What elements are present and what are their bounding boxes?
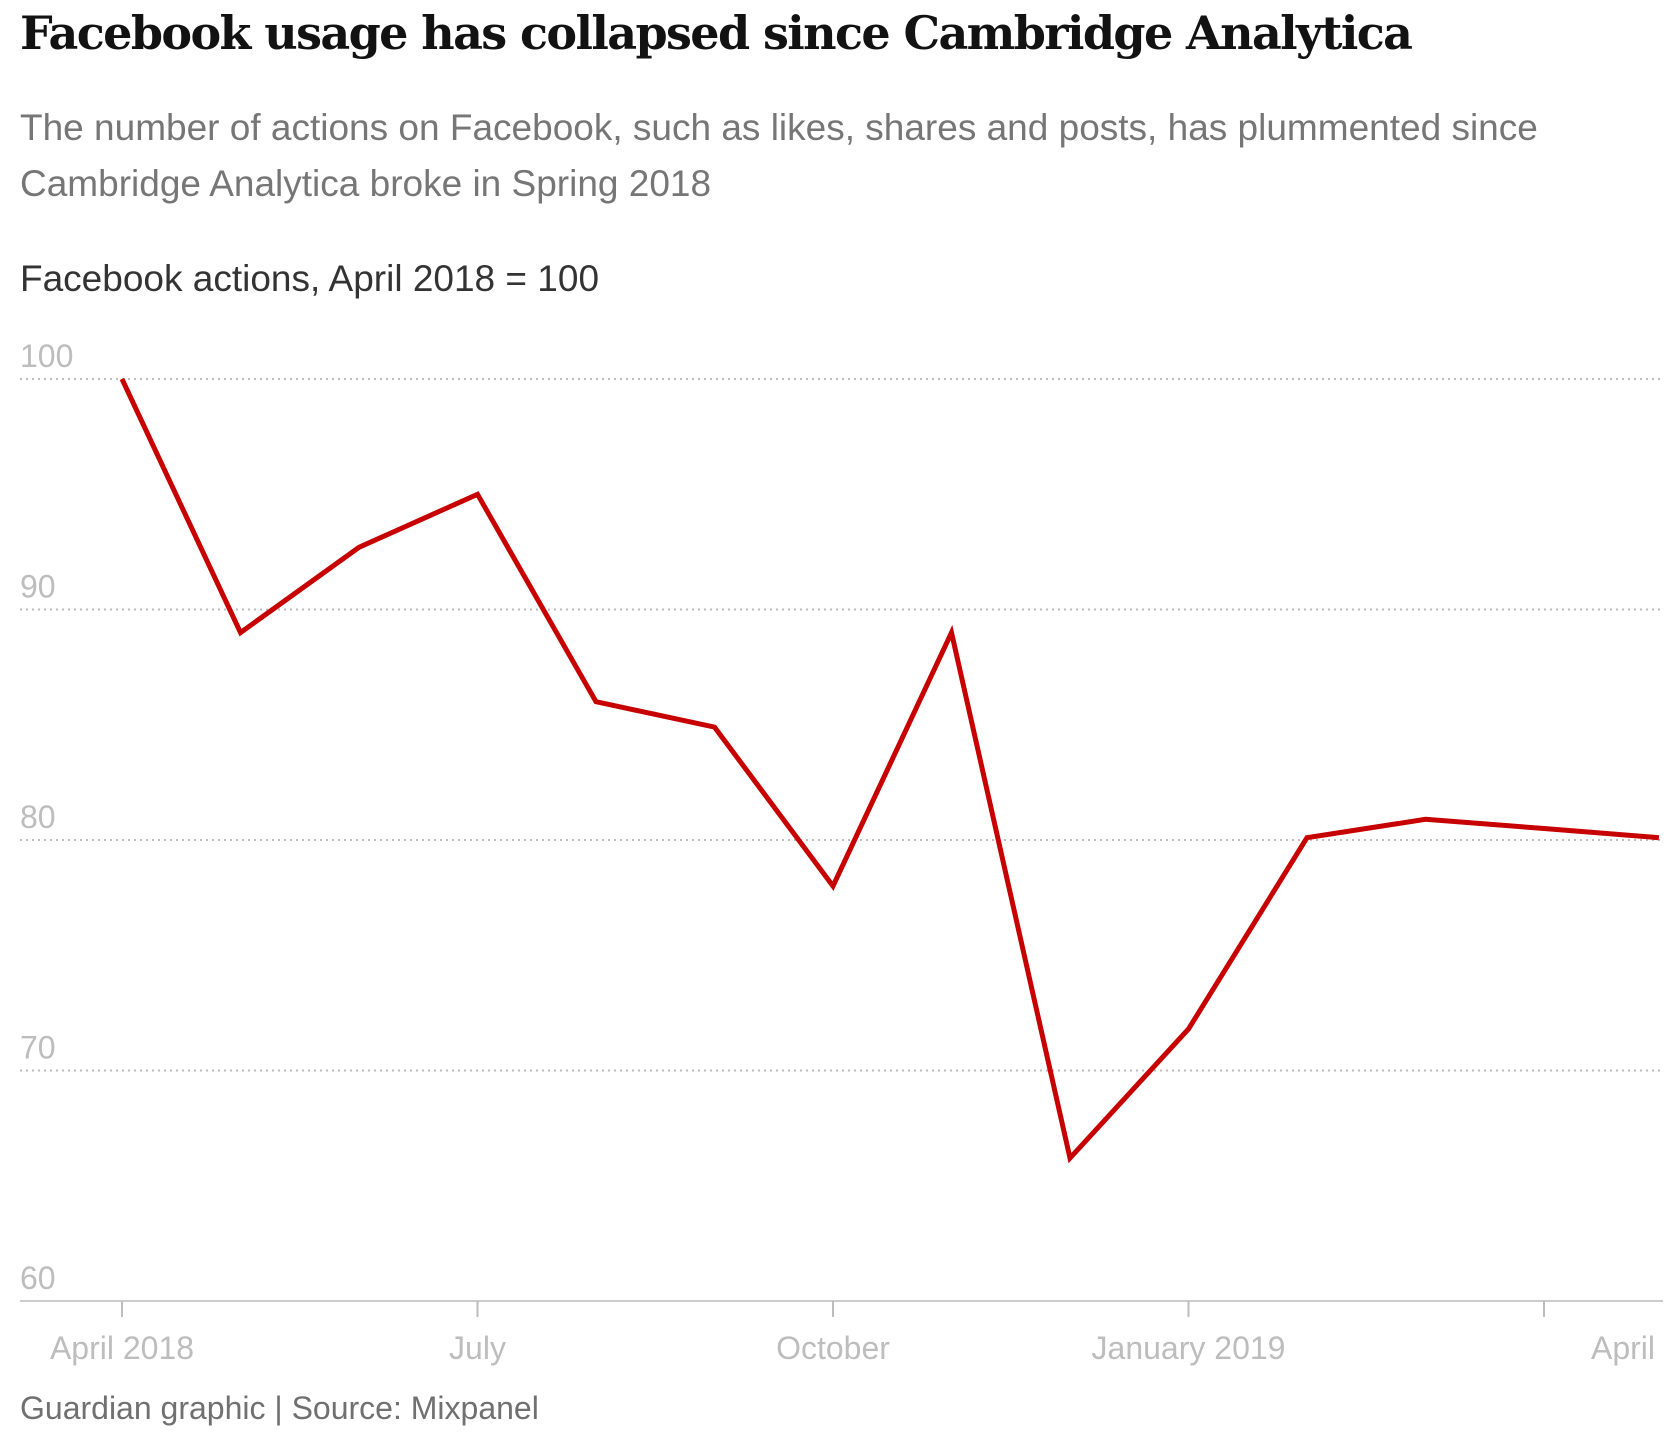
series-line	[119, 377, 1660, 1164]
chart-subtitle: The number of actions on Facebook, such …	[20, 107, 1538, 204]
x-axis: April 2018 July October January 2019 April	[20, 1300, 1663, 1366]
x-tick-label: October	[776, 1330, 890, 1366]
y-tick-labels: 100 90 80 70 60	[20, 338, 73, 1296]
x-tick-label: January 2019	[1092, 1330, 1286, 1366]
y-axis-title: Facebook actions, April 2018 = 100	[20, 258, 600, 299]
x-tick-label: April	[1591, 1330, 1655, 1366]
x-tick-label: July	[449, 1330, 506, 1366]
y-tick-label: 100	[20, 338, 73, 374]
x-tick-label: April 2018	[50, 1330, 194, 1366]
line-chart: 100 90 80 70 60 April 2018 July October January…	[20, 338, 1663, 1366]
chart-title: Facebook usage has collapsed since Cambr…	[20, 6, 1413, 60]
source-footer: Guardian graphic | Source: Mixpanel	[20, 1390, 539, 1426]
y-tick-label: 60	[20, 1260, 56, 1296]
y-tick-label: 90	[20, 569, 56, 605]
series-layer	[119, 377, 1660, 1164]
y-tick-label: 80	[20, 799, 56, 835]
gridlines	[20, 378, 1663, 1072]
y-tick-label: 70	[20, 1030, 56, 1066]
